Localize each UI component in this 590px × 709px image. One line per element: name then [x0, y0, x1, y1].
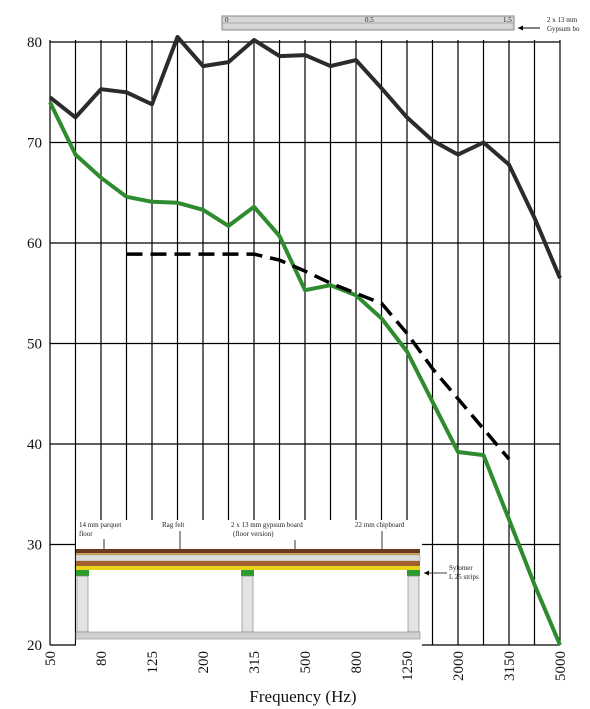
- gypsum-floor-label-line2: (floor version): [233, 530, 274, 538]
- top-label-line1: 2 x 13 mm: [547, 16, 578, 24]
- x-tick-label: 315: [247, 651, 263, 674]
- series: [48, 35, 562, 646]
- y-tick-label: 30: [27, 538, 42, 554]
- joist: [407, 575, 420, 633]
- sylomer-strip: [241, 570, 254, 576]
- yellow-layer: [76, 566, 420, 570]
- top-scale-left: 0: [225, 16, 229, 24]
- top-annotation: 0 0.5 1.5 2 x 13 mm Gypsum bo: [221, 15, 580, 33]
- top-scale-mid: 0.5: [365, 16, 374, 24]
- rag-felt-label: Rag felt: [162, 521, 184, 529]
- felt-layer: [76, 553, 420, 555]
- x-tick-label: 5000: [553, 651, 569, 681]
- series-line-3: [126, 252, 511, 461]
- top-label-line2: Gypsum bo: [547, 25, 580, 33]
- parquet-layer: [76, 549, 420, 553]
- y-tick-label: 20: [27, 638, 42, 654]
- y-tick-label: 70: [27, 136, 42, 152]
- x-axis-label: Frequency (Hz): [249, 687, 356, 706]
- chipboard-layer: [76, 561, 420, 566]
- joist: [241, 575, 254, 633]
- gypsum-layer: [75, 554, 421, 562]
- x-tick-label: 800: [349, 651, 365, 674]
- tick-labels: 20 30 40 50 60 70 80 50 80 125 200 315 500 800 1250 200…: [27, 35, 569, 681]
- y-tick-label: 40: [27, 437, 42, 453]
- sylomer-label-line1: Sylomer: [449, 564, 473, 572]
- parquet-label-line2: floor: [79, 530, 93, 538]
- x-tick-label: 3150: [502, 651, 518, 681]
- x-tick-label: 500: [298, 651, 314, 674]
- floor-diagram: 14 mm parquet floor Rag felt 2 x 13 mm g…: [75, 520, 479, 648]
- x-tick-label: 2000: [451, 651, 467, 681]
- chipboard-label: 22 mm chipboard: [355, 521, 405, 529]
- sylomer-label-line2: L 25 strips: [449, 573, 479, 581]
- y-tick-label: 50: [27, 337, 42, 353]
- joist: [76, 575, 89, 633]
- x-tick-label: 1250: [400, 651, 416, 681]
- y-tick-label: 80: [27, 35, 42, 51]
- series-line-2: [48, 101, 562, 646]
- x-tick-label: 80: [94, 651, 110, 666]
- top-scale-right: 1.5: [503, 16, 512, 24]
- sylomer-strip: [407, 570, 420, 576]
- series-line-1: [48, 35, 562, 279]
- x-tick-label: 200: [196, 651, 212, 674]
- sylomer-strip: [76, 570, 89, 576]
- gypsum-floor-label-line1: 2 x 13 mm gypsum board: [231, 521, 303, 529]
- parquet-label-line1: 14 mm parquet: [79, 521, 121, 529]
- x-tick-label: 125: [145, 651, 161, 674]
- ceiling-board: [75, 631, 421, 640]
- y-tick-label: 60: [27, 236, 42, 252]
- x-tick-label: 50: [43, 651, 59, 666]
